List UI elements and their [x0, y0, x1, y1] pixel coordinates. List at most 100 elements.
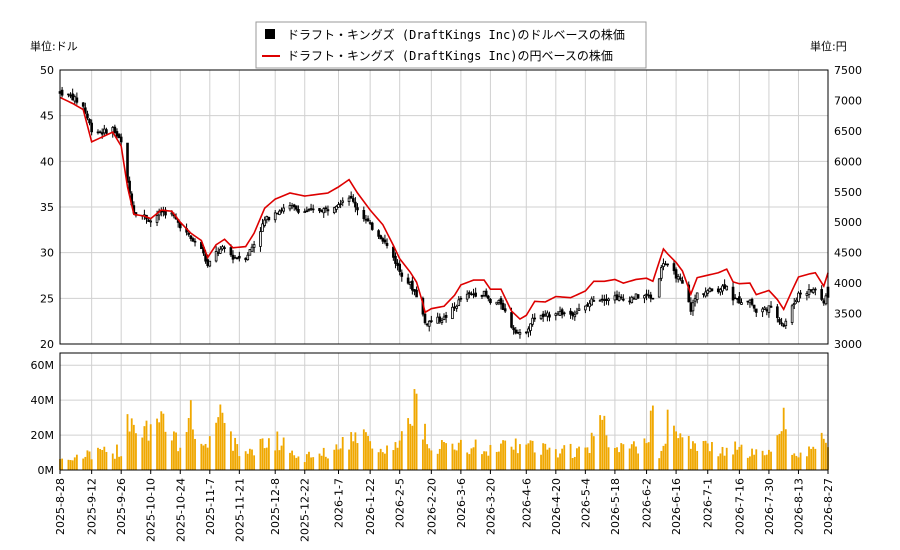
volume-bar: [215, 422, 218, 470]
volume-bar: [637, 453, 640, 470]
volume-bar: [318, 453, 321, 470]
volume-tick-label: 60M: [31, 359, 55, 372]
volume-bar: [236, 444, 239, 470]
volume-bar: [812, 446, 815, 470]
volume-bar: [770, 451, 772, 470]
volume-bar: [377, 452, 380, 470]
volume-bar: [263, 448, 266, 470]
volume-bar: [658, 458, 661, 470]
volume-bar: [116, 444, 118, 470]
candle-body: [622, 298, 625, 301]
candle-body: [824, 295, 828, 305]
candle-body: [67, 93, 70, 96]
volume-bar: [793, 453, 796, 470]
volume-bar: [799, 452, 802, 470]
volume-bar: [274, 450, 277, 470]
candle-body: [767, 305, 771, 313]
candle-body: [708, 287, 712, 293]
price-tick-label: 50: [40, 64, 54, 77]
volume-bar: [320, 455, 323, 470]
volume-bar: [162, 413, 165, 470]
volume-bar: [559, 453, 561, 470]
candle-body: [660, 267, 663, 279]
volume-bar: [459, 439, 462, 470]
candle-body: [235, 257, 239, 260]
candle-body: [628, 300, 631, 303]
volume-bar: [734, 441, 737, 470]
candle-body: [90, 122, 93, 133]
candle-body: [795, 299, 798, 303]
candle-body: [276, 212, 279, 215]
volume-bar: [251, 449, 253, 470]
date-tick-label: 2026-4-20: [550, 478, 563, 535]
volume-bar: [337, 449, 340, 470]
candle-body: [482, 290, 486, 296]
volume-bar: [721, 446, 724, 470]
volume-bar: [411, 425, 414, 470]
candle-body: [761, 308, 764, 313]
volume-bar: [339, 448, 342, 470]
volume-bar: [605, 435, 608, 470]
left-unit-label: 単位:ドル: [30, 39, 78, 53]
volume-bar: [495, 451, 498, 470]
volume-bar: [202, 445, 205, 470]
volume-bar: [662, 445, 665, 470]
volume-bar: [489, 444, 492, 470]
candle-body: [206, 259, 209, 267]
candle-body: [88, 119, 91, 124]
candle-body: [113, 126, 117, 134]
volume-bar: [438, 448, 441, 470]
volume-bar: [424, 423, 426, 470]
candle-body: [455, 305, 458, 309]
date-tick-label: 2026-2-5: [394, 478, 407, 528]
volume-bar: [105, 451, 108, 470]
candle-body: [510, 312, 513, 328]
volume-bar: [398, 440, 401, 470]
candle-body: [657, 278, 661, 298]
candle-body: [554, 313, 558, 316]
volume-bar: [487, 455, 490, 470]
volume-bar: [540, 454, 542, 470]
volume-bar: [590, 432, 593, 470]
candle-body: [573, 314, 577, 318]
candle-body: [569, 310, 572, 315]
candle-body: [809, 289, 813, 292]
volume-bar: [455, 450, 458, 470]
volume-bar: [253, 455, 256, 470]
candle-body: [60, 89, 64, 96]
volume-bar: [630, 444, 633, 470]
candle-body: [636, 294, 640, 299]
volume-bar: [601, 419, 604, 470]
candle-body: [263, 219, 266, 226]
volume-bar: [333, 449, 336, 470]
volume-bar: [466, 452, 469, 470]
volume-bar: [588, 452, 591, 470]
volume-bar: [578, 446, 580, 470]
yen-axis-labels: 3000 3500 4000 4500 5000 5500 6000 6500 7000 7500: [834, 64, 862, 351]
volume-bar: [175, 432, 177, 470]
volume-bar: [369, 441, 372, 470]
candle-body: [322, 208, 326, 214]
volume-bar: [248, 448, 251, 470]
date-tick-label: 2026-8-27: [822, 478, 835, 535]
volume-bar: [149, 424, 152, 470]
volume-bar: [563, 445, 566, 470]
candle-body: [780, 322, 783, 325]
volume-bar: [584, 447, 587, 470]
volume-bar: [696, 450, 699, 470]
date-tick-label: 2026-6-2: [641, 478, 654, 528]
candle-body: [820, 289, 823, 300]
volume-bar: [75, 454, 78, 470]
date-tick-label: 2026-6-16: [670, 478, 683, 535]
volume-bar: [308, 451, 310, 470]
candle-body: [603, 299, 606, 301]
volume-bar: [82, 458, 85, 470]
candle-body: [366, 218, 370, 222]
candle-body: [615, 294, 619, 300]
volume-bar: [679, 433, 682, 470]
volume-bar: [86, 450, 89, 470]
candle-body: [115, 131, 119, 137]
volume-bar: [468, 454, 471, 470]
volume-bar: [660, 450, 663, 470]
candle-body: [792, 303, 796, 306]
